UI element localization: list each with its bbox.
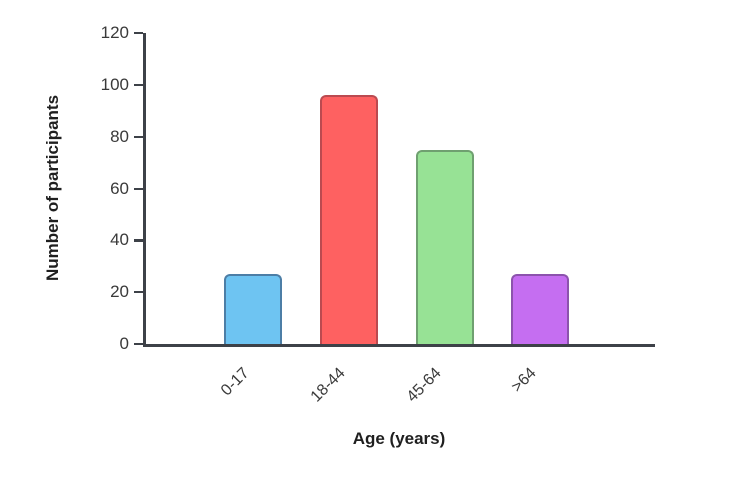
y-axis-line — [143, 33, 146, 344]
y-tick-label: 120 — [100, 23, 129, 42]
y-tick-mark — [134, 83, 143, 87]
bar-18-44 — [320, 95, 378, 344]
y-tick-label: 100 — [100, 74, 129, 94]
y-tick-mark — [134, 187, 143, 190]
bar-45-64 — [416, 149, 474, 344]
y-tick-label: 60 — [110, 178, 129, 198]
y-axis-title: Number of participants — [43, 94, 62, 282]
x-axis-line — [143, 344, 655, 347]
y-tick-mark — [134, 291, 143, 294]
bar->64 — [511, 274, 569, 344]
y-tick-label: 0 — [119, 334, 129, 353]
y-tick-mark — [134, 239, 143, 242]
x-axis-title: Age (years) — [352, 429, 446, 448]
y-tick-label: 40 — [110, 230, 129, 250]
y-tick-mark — [134, 343, 143, 346]
y-tick-mark — [134, 135, 143, 138]
bar-0-17 — [224, 274, 282, 344]
y-tick-mark — [134, 32, 143, 35]
plot-area: 0 20 40 60 80 100 120 0-17 18-44 45-64 >64 — [101, 23, 655, 406]
y-tick-label: 80 — [110, 126, 129, 146]
y-tick-label: 20 — [110, 282, 129, 302]
